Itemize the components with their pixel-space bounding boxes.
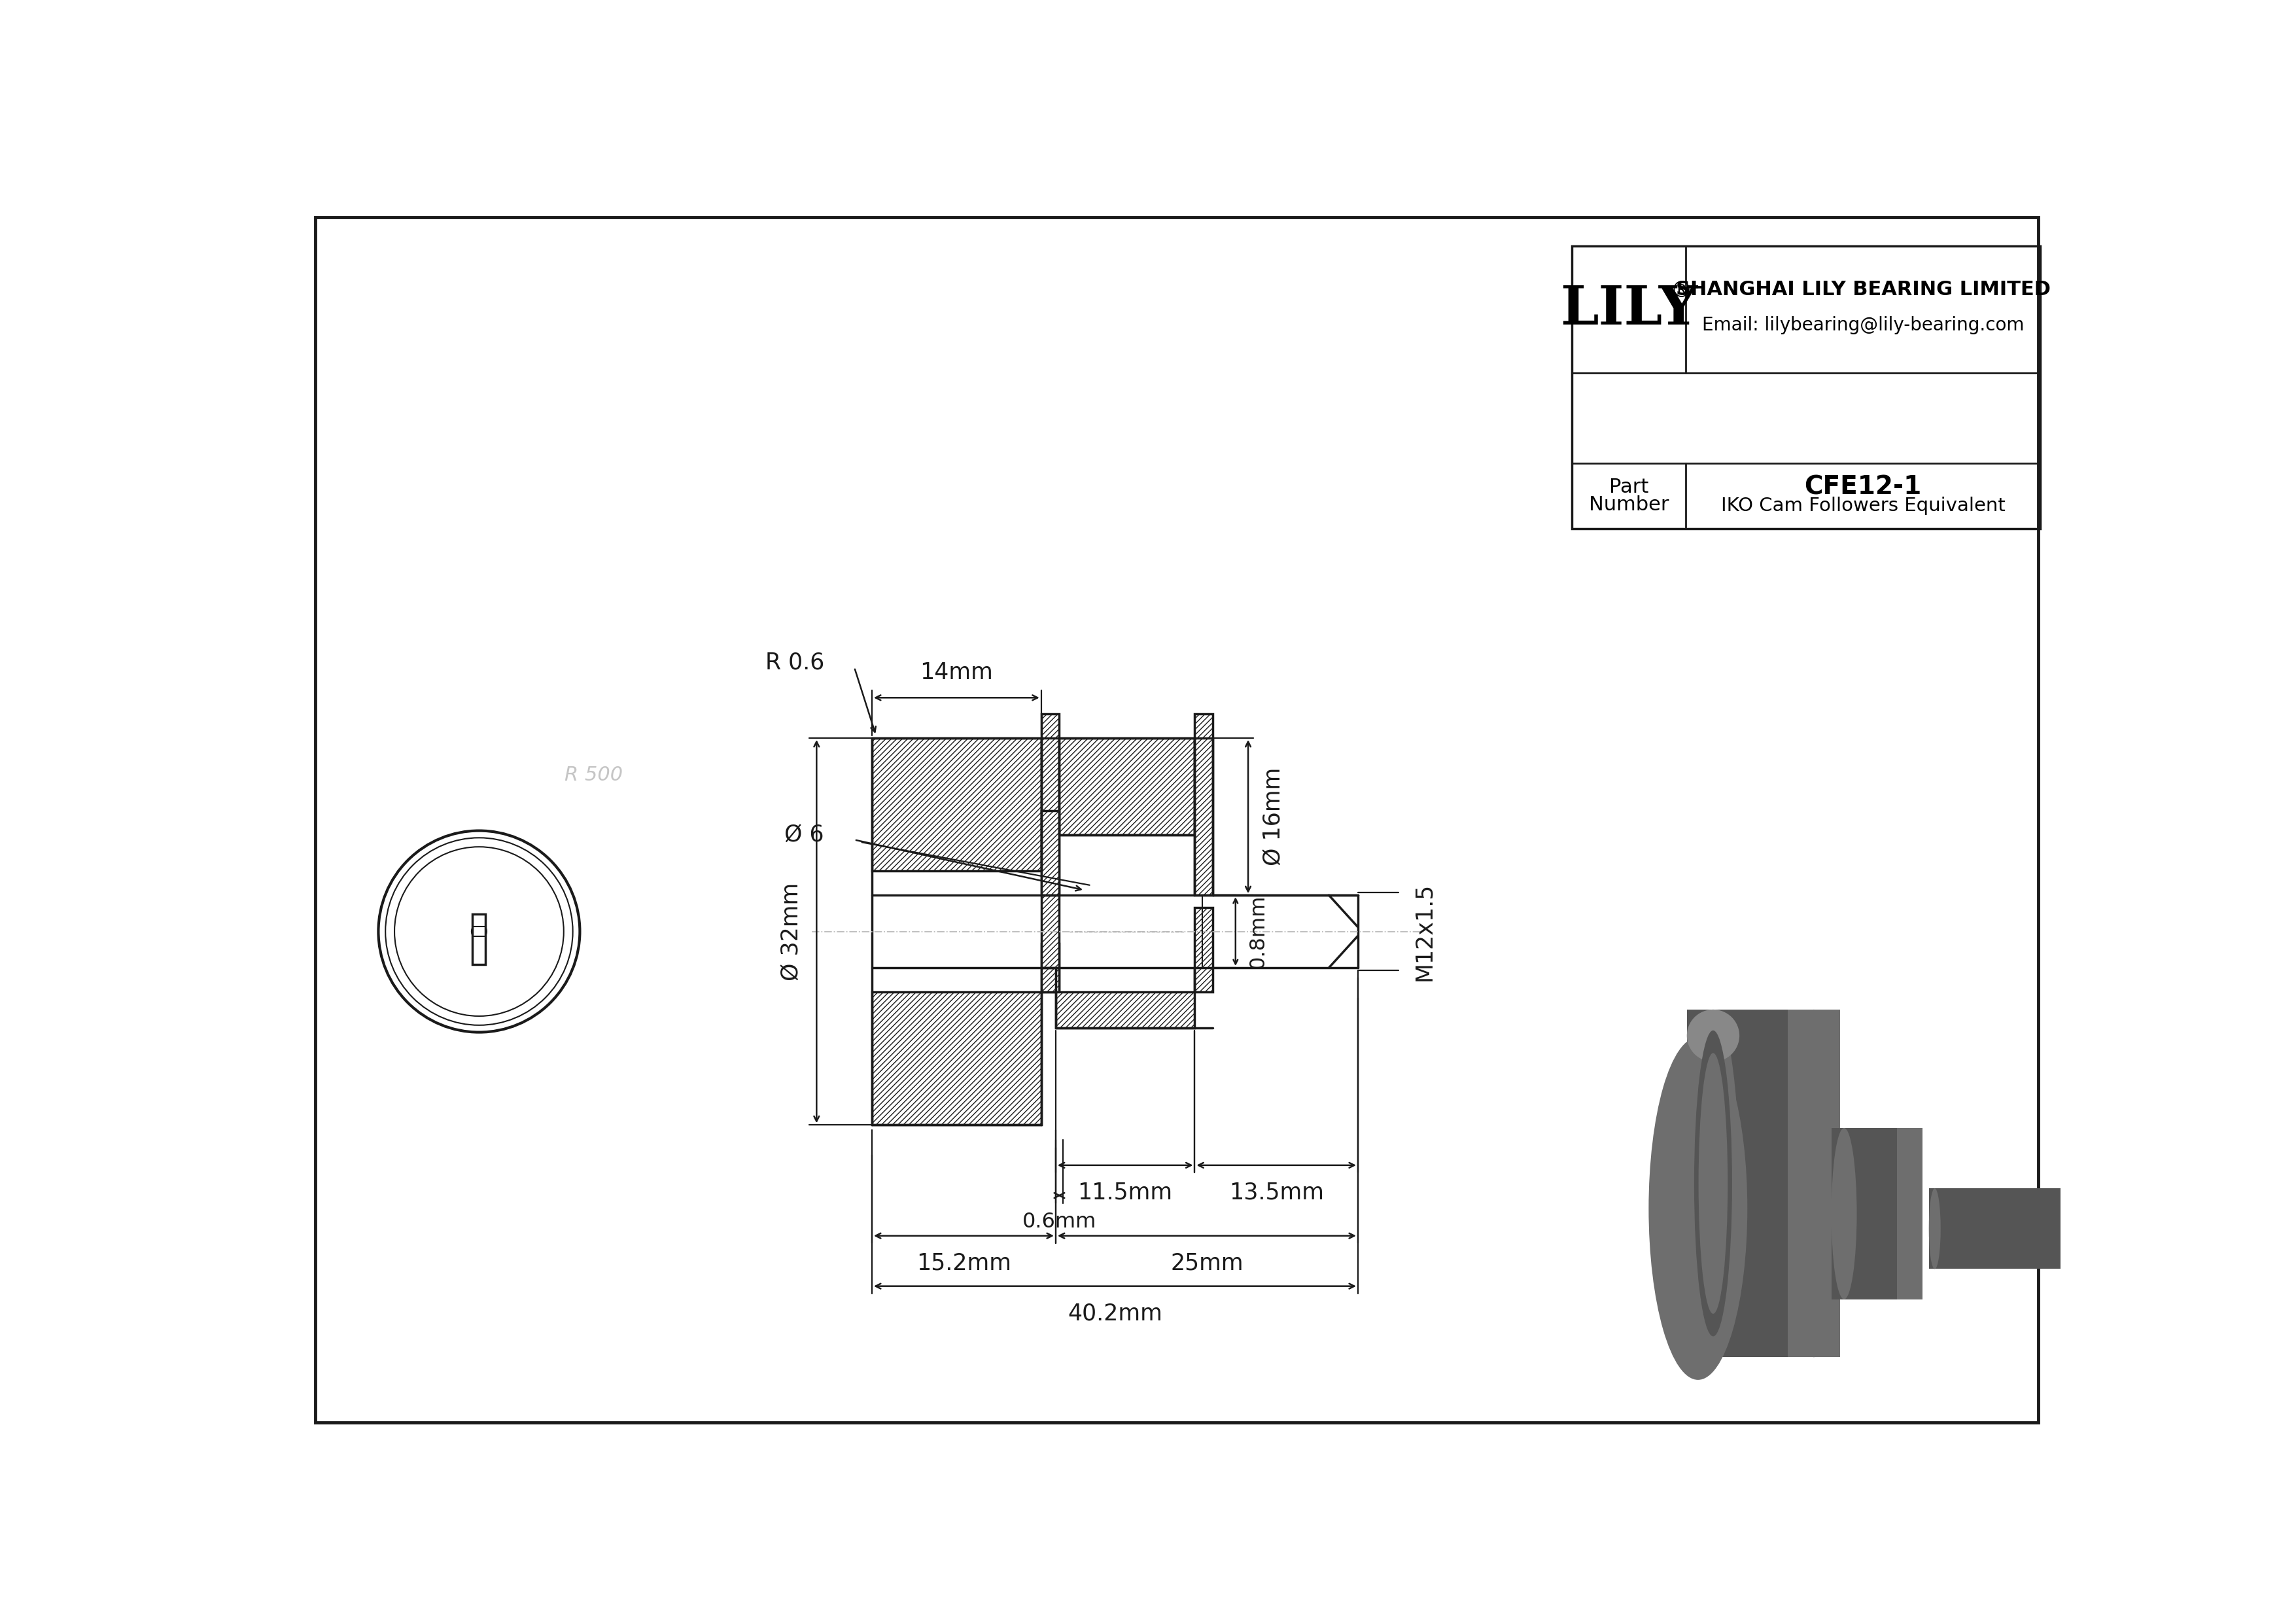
Text: Email: lilybearing@lily-bearing.com: Email: lilybearing@lily-bearing.com — [1701, 315, 2025, 335]
Bar — [872, 992, 1040, 1125]
Text: Number: Number — [1589, 495, 1669, 515]
Bar — [1040, 715, 1058, 895]
Text: 25mm: 25mm — [1171, 1252, 1244, 1275]
Text: R 0.6: R 0.6 — [765, 651, 824, 674]
Ellipse shape — [1694, 1030, 1731, 1337]
Text: 0.8mm: 0.8mm — [1249, 895, 1267, 968]
Text: LILY: LILY — [1559, 284, 1697, 336]
Bar — [1040, 944, 1058, 992]
Text: SHANGHAI LILY BEARING LIMITED: SHANGHAI LILY BEARING LIMITED — [1676, 279, 2050, 299]
Text: IKO Cam Followers Equivalent: IKO Cam Followers Equivalent — [1720, 497, 2004, 515]
Polygon shape — [1789, 1010, 1839, 1358]
Text: 15.2mm: 15.2mm — [916, 1252, 1010, 1275]
Text: 11.5mm: 11.5mm — [1077, 1181, 1173, 1203]
Ellipse shape — [1699, 1052, 1727, 1314]
Text: CFE12-1: CFE12-1 — [1805, 474, 1922, 499]
Ellipse shape — [1832, 1129, 1857, 1299]
Text: ®: ® — [1669, 279, 1692, 302]
Bar — [1194, 715, 1212, 895]
Text: 0.6mm: 0.6mm — [1022, 1212, 1097, 1233]
Bar — [473, 914, 487, 965]
Text: M12x1.5: M12x1.5 — [1414, 882, 1435, 981]
Bar — [1040, 810, 1058, 992]
Text: Part: Part — [1609, 477, 1649, 497]
Bar — [1194, 908, 1212, 992]
Ellipse shape — [2142, 1212, 2149, 1257]
Ellipse shape — [1929, 1189, 1940, 1268]
Polygon shape — [2080, 1189, 2092, 1268]
Text: Ø 32mm: Ø 32mm — [781, 882, 804, 981]
Ellipse shape — [1896, 1129, 1922, 1299]
Text: Ø 6: Ø 6 — [785, 823, 824, 846]
Ellipse shape — [1789, 1010, 1839, 1358]
Text: Ø 16mm: Ø 16mm — [1263, 768, 1283, 866]
Text: 14mm: 14mm — [921, 661, 994, 684]
Polygon shape — [1929, 1189, 2080, 1268]
Polygon shape — [2142, 1212, 2149, 1257]
Text: 40.2mm: 40.2mm — [1068, 1302, 1162, 1325]
Polygon shape — [1688, 1010, 1789, 1358]
Ellipse shape — [379, 831, 581, 1033]
Ellipse shape — [471, 924, 487, 939]
Polygon shape — [1832, 1129, 1896, 1299]
Polygon shape — [2082, 1212, 2142, 1257]
Ellipse shape — [1649, 1038, 1747, 1380]
Ellipse shape — [1688, 1010, 1740, 1358]
Bar — [872, 737, 1040, 870]
Polygon shape — [1896, 1129, 1922, 1299]
Ellipse shape — [2080, 1189, 2092, 1268]
Bar — [1573, 247, 2041, 528]
Bar — [1058, 737, 1194, 835]
Ellipse shape — [395, 846, 565, 1017]
Text: R 500: R 500 — [565, 767, 622, 784]
Ellipse shape — [2082, 1212, 2089, 1257]
Text: 13.5mm: 13.5mm — [1228, 1181, 1325, 1203]
Ellipse shape — [386, 838, 572, 1025]
Bar — [1056, 992, 1194, 1028]
Ellipse shape — [1688, 1010, 1740, 1062]
